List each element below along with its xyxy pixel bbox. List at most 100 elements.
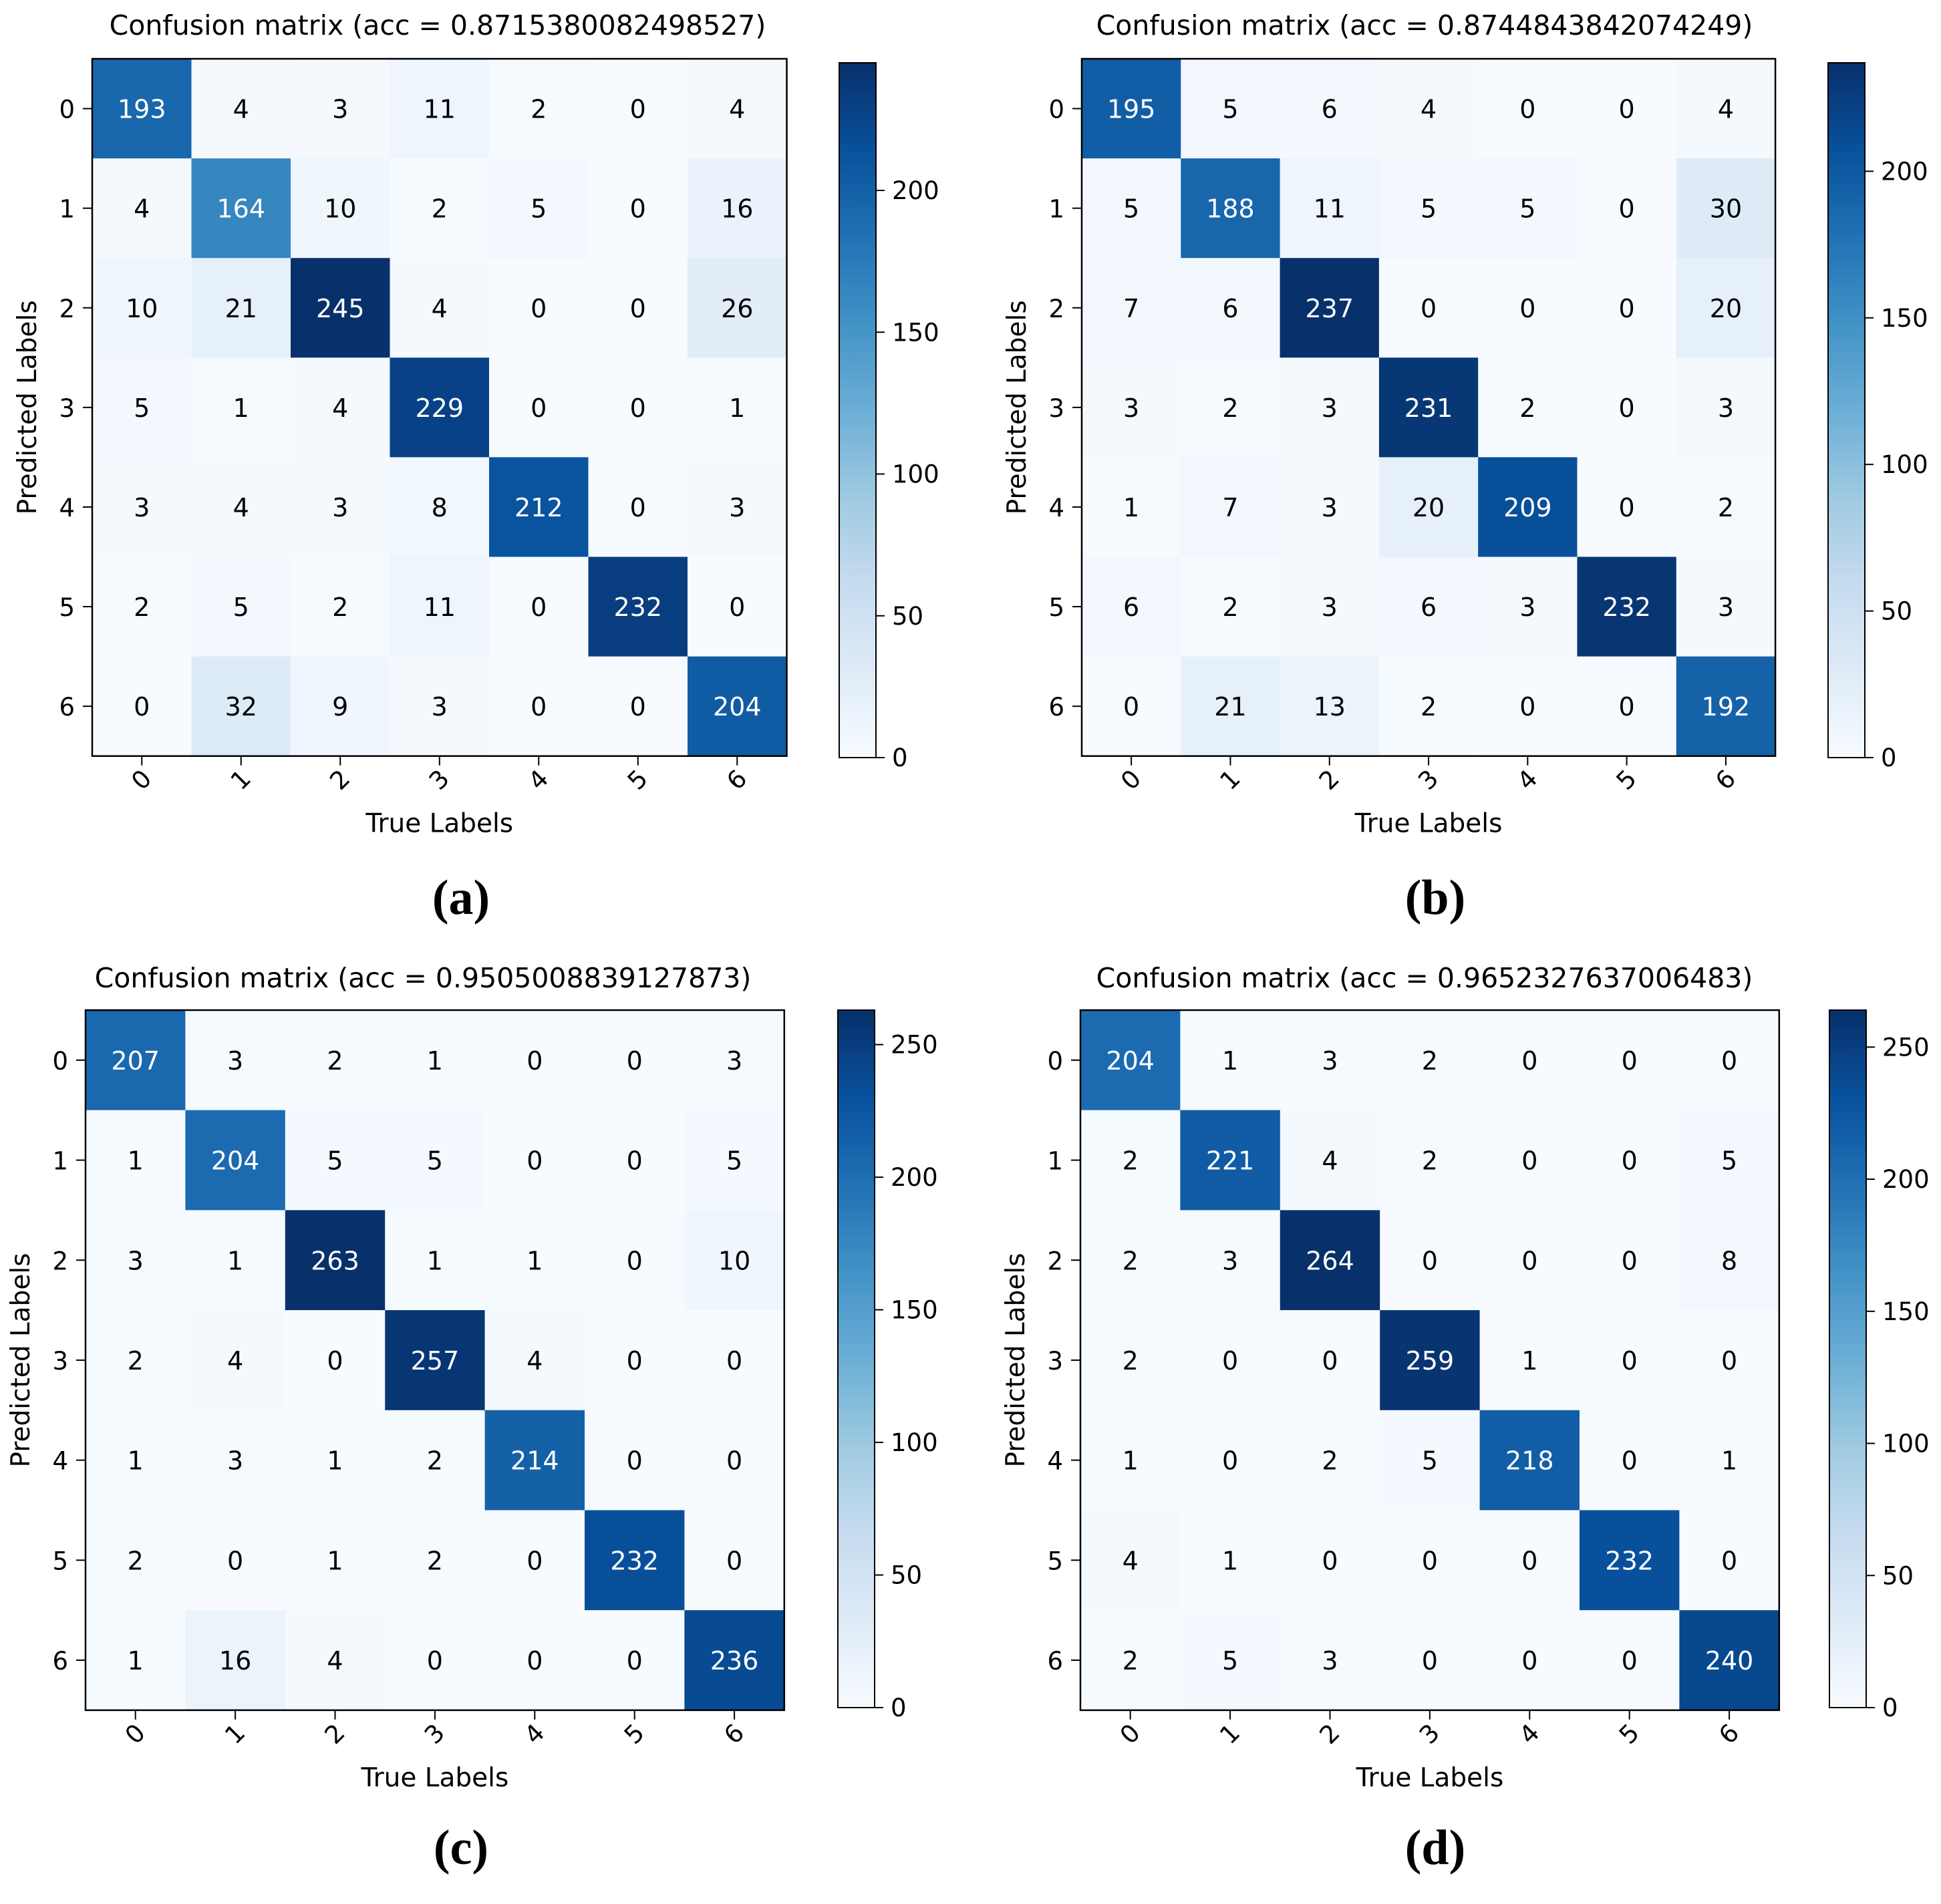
cell-value-label: 16 — [219, 1646, 251, 1676]
x-tick-label: 5 — [622, 764, 653, 796]
cell-value-label: 4 — [729, 95, 745, 124]
cell-value-label: 1 — [327, 1446, 343, 1476]
heatmap-cell — [1478, 656, 1578, 757]
cell-value-label: 0 — [527, 1146, 543, 1176]
cell-value-label: 3 — [128, 1246, 144, 1275]
cell-value-label: 229 — [415, 393, 464, 423]
colorbar-tick-label: 150 — [892, 318, 939, 347]
cell-value-label: 0 — [627, 1246, 643, 1275]
cell-value-label: 11 — [424, 593, 456, 622]
cell-value-label: 0 — [1519, 95, 1535, 124]
cell-value-label: 4 — [233, 493, 249, 522]
x-tick-label: 2 — [319, 1718, 351, 1750]
heatmap-cell — [684, 1410, 785, 1511]
heatmap-cell — [1679, 1510, 1780, 1611]
cell-value-label: 2 — [1123, 1146, 1139, 1176]
heatmap-cell — [1280, 59, 1380, 159]
heatmap-cell — [1082, 457, 1181, 558]
heatmap-cell — [585, 1210, 685, 1311]
y-tick-label: 5 — [52, 1547, 68, 1575]
heatmap-cell — [1280, 1210, 1380, 1311]
heatmap-cell — [1478, 457, 1578, 558]
colorbar-tick-label: 0 — [891, 1694, 907, 1722]
heatmap-cell — [191, 557, 291, 657]
cell-value-label: 13 — [1314, 692, 1346, 722]
colorbar-tick-label: 0 — [1882, 1694, 1898, 1722]
cell-value-label: 204 — [211, 1146, 260, 1176]
cell-value-label: 257 — [411, 1346, 460, 1376]
x-tick-label: 6 — [718, 1718, 750, 1750]
heatmap-cell — [588, 59, 688, 159]
heatmap-cell — [1378, 557, 1479, 657]
cell-value-label: 0 — [1622, 1146, 1638, 1176]
cell-value-label: 231 — [1404, 393, 1453, 423]
y-tick-label: 1 — [1048, 195, 1064, 224]
cell-value-label: 5 — [726, 1146, 742, 1176]
cell-value-label: 2 — [1123, 1246, 1139, 1275]
heatmap-cell — [489, 457, 589, 558]
heatmap-cell — [1676, 656, 1776, 757]
y-tick-label: 2 — [59, 295, 75, 323]
cell-value-label: 26 — [721, 294, 753, 323]
heatmap-cell — [585, 1610, 685, 1711]
y-tick-label: 5 — [59, 593, 75, 622]
heatmap-cell — [1181, 557, 1281, 657]
heatmap-cell — [1082, 158, 1181, 259]
cell-value-label: 0 — [1222, 1346, 1238, 1376]
heatmap-cell — [1478, 258, 1578, 358]
colorbar-tick-label: 100 — [1881, 450, 1928, 479]
cell-value-label: 5 — [1421, 194, 1437, 224]
cell-value-label: 5 — [1519, 194, 1535, 224]
cell-value-label: 0 — [1622, 1046, 1638, 1076]
heatmap-cell — [1378, 357, 1479, 458]
heatmap-cell — [489, 656, 589, 757]
cell-value-label: 0 — [1422, 1546, 1438, 1575]
heatmap-cell — [588, 656, 688, 757]
cell-value-label: 4 — [432, 294, 448, 323]
heatmap-cell — [1478, 158, 1578, 259]
x-tick-label: 5 — [1611, 764, 1642, 796]
y-tick-label: 6 — [59, 693, 75, 722]
cell-value-label: 2 — [1422, 1146, 1438, 1176]
heatmap-cell — [1679, 1210, 1780, 1311]
colorbar-tick-label: 0 — [892, 744, 908, 772]
heatmap-cell — [1082, 357, 1181, 458]
heatmap-cell — [484, 1110, 585, 1211]
y-tick-label: 2 — [1048, 295, 1064, 323]
heatmap-cell — [385, 1110, 486, 1211]
cell-value-label: 30 — [1710, 194, 1742, 224]
cell-value-label: 0 — [1721, 1046, 1737, 1076]
x-tick-label: 6 — [721, 764, 752, 796]
heatmap-cell — [1479, 1210, 1580, 1311]
panel-caption: (d) — [1405, 1820, 1465, 1875]
cell-value-label: 21 — [1214, 692, 1246, 722]
cell-value-label: 4 — [1718, 95, 1734, 124]
x-axis-label: True Labels — [1354, 809, 1503, 839]
cell-value-label: 1 — [729, 393, 745, 423]
x-tick-label: 4 — [1511, 764, 1543, 796]
y-axis-label: Predicted Labels — [1001, 1253, 1031, 1467]
cell-value-label: 2 — [1519, 393, 1535, 423]
heatmap-cell — [1181, 656, 1281, 757]
heatmap-cell — [1181, 158, 1281, 259]
y-tick-label: 0 — [1048, 96, 1064, 124]
cell-value-label: 3 — [1222, 1246, 1238, 1275]
heatmap-cell — [1676, 457, 1776, 558]
cell-value-label: 6 — [1123, 593, 1139, 622]
cell-value-label: 0 — [227, 1546, 243, 1575]
cell-value-label: 0 — [527, 1546, 543, 1575]
cell-value-label: 3 — [432, 692, 448, 722]
cell-value-label: 0 — [527, 1646, 543, 1676]
cell-value-label: 10 — [324, 194, 356, 224]
cell-value-label: 0 — [1123, 692, 1139, 722]
heatmap-cell — [688, 457, 788, 558]
panel-caption: (c) — [434, 1820, 488, 1875]
heatmap-cell — [588, 457, 688, 558]
y-tick-label: 0 — [59, 96, 75, 124]
cell-value-label: 2 — [427, 1446, 443, 1476]
heatmap-cell — [1479, 1010, 1580, 1111]
cell-value-label: 1 — [1222, 1546, 1238, 1575]
y-tick-label: 5 — [1048, 593, 1064, 622]
cell-value-label: 2 — [128, 1346, 144, 1376]
